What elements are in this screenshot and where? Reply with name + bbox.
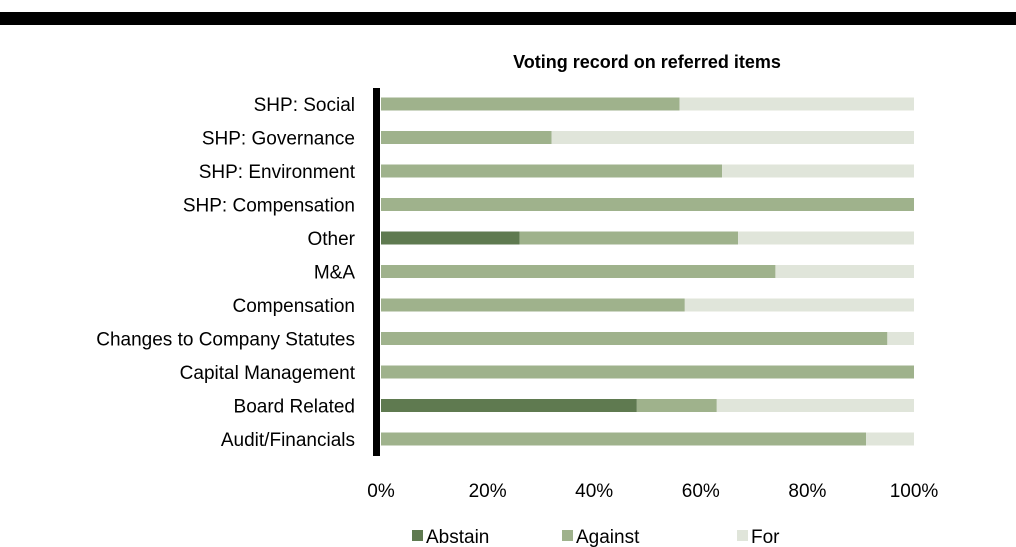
x-tick-label: 80% <box>788 481 826 502</box>
legend-swatch-against <box>562 530 573 541</box>
bar-segment-against <box>381 164 723 178</box>
category-label: Capital Management <box>180 363 356 384</box>
bars <box>381 97 914 446</box>
legend-label: For <box>751 527 780 547</box>
bar-segment-for <box>775 265 914 278</box>
bar-segment-against <box>381 298 685 312</box>
x-tick-label: 0% <box>367 481 395 502</box>
x-tick-labels: 0% 20% 40% 60% 80% 100% <box>367 481 938 502</box>
bar-segment-for <box>716 399 914 412</box>
bar-segment-for <box>887 332 914 345</box>
bar-segment-against <box>636 399 717 412</box>
category-label: Audit/Financials <box>221 430 355 451</box>
legend: Abstain Against For <box>412 527 780 547</box>
legend-label: Abstain <box>426 527 489 547</box>
category-label: SHP: Environment <box>199 162 356 183</box>
bar-segment-against <box>519 231 739 245</box>
category-label: Board Related <box>234 397 355 418</box>
bar-segment-against <box>381 265 776 278</box>
bar-segment-against <box>381 365 914 379</box>
category-labels: SHP: Social SHP: Governance SHP: Environme… <box>96 95 355 451</box>
bar-segment-for <box>551 131 914 144</box>
category-label: Compensation <box>232 296 355 317</box>
x-tick-label: 40% <box>575 481 613 502</box>
bar-segment-against <box>381 131 552 144</box>
legend-label: Against <box>576 527 640 547</box>
bar-segment-abstain <box>381 231 520 245</box>
bar-segment-for <box>679 97 914 111</box>
x-tick-label: 20% <box>469 481 507 502</box>
top-rule <box>0 12 1016 25</box>
category-label: M&A <box>314 263 356 284</box>
bar-segment-for <box>738 231 914 245</box>
category-label: SHP: Compensation <box>183 196 355 217</box>
chart-title: Voting record on referred items <box>513 52 781 72</box>
x-tick-label: 60% <box>682 481 720 502</box>
bar-segment-against <box>381 332 888 345</box>
legend-swatch-for <box>737 530 748 541</box>
bar-segment-for <box>722 164 914 178</box>
bar-segment-against <box>381 432 867 446</box>
category-label: Changes to Company Statutes <box>96 330 355 351</box>
category-label: SHP: Governance <box>202 129 355 150</box>
category-label: Other <box>307 229 355 250</box>
bar-segment-against <box>381 97 680 111</box>
bar-segment-against <box>381 198 914 211</box>
legend-swatch-abstain <box>412 530 423 541</box>
x-tick-label: 100% <box>890 481 939 502</box>
bar-segment-for <box>866 432 914 446</box>
bar-segment-abstain <box>381 399 637 412</box>
category-label: SHP: Social <box>254 95 355 116</box>
bar-segment-for <box>684 298 914 312</box>
